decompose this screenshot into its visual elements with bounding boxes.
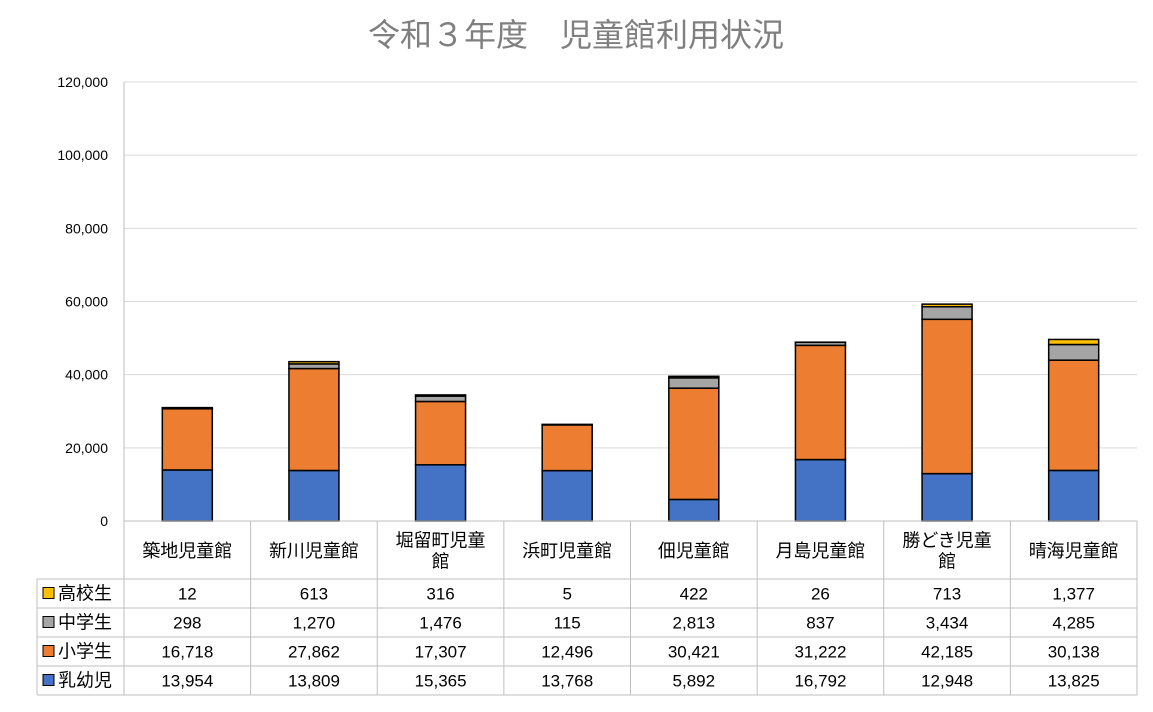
data-label: 115	[554, 614, 581, 633]
bar-segment	[794, 458, 847, 522]
data-label: 31,222	[794, 643, 846, 662]
bar-segment	[414, 394, 467, 397]
data-label: 4,285	[1052, 614, 1095, 633]
data-label: 13,954	[161, 672, 213, 691]
bar-segment	[288, 469, 340, 522]
bar-segment	[668, 377, 720, 389]
data-label: 422	[680, 585, 708, 604]
data-label: 837	[806, 614, 834, 633]
data-label: 30,421	[668, 643, 720, 662]
bar-segment	[1047, 343, 1100, 361]
data-label: 16,792	[794, 672, 846, 691]
bar-segment	[1047, 469, 1100, 522]
bar-segment	[1047, 338, 1100, 346]
category-label: 堀留町児童	[396, 531, 486, 552]
legend-label: 高校生	[58, 584, 112, 605]
data-label: 30,138	[1048, 643, 1100, 662]
data-label: 17,307	[415, 643, 467, 662]
data-label: 12,496	[541, 643, 593, 662]
data-label: 613	[300, 585, 328, 604]
y-tick-label: 20,000	[65, 440, 108, 456]
bar-segment	[414, 400, 467, 466]
data-label: 2,813	[673, 614, 716, 633]
bar-segment	[161, 408, 214, 471]
y-tick-label: 120,000	[57, 74, 108, 90]
category-label: 佃児童館	[658, 541, 730, 562]
legend-label: 小学生	[58, 642, 112, 663]
data-label: 1,476	[419, 614, 462, 633]
data-label: 12,948	[921, 672, 973, 691]
data-label: 13,809	[288, 672, 340, 691]
gridlines	[124, 81, 1137, 449]
data-label: 42,185	[921, 643, 973, 662]
category-label: 勝どき児童	[902, 531, 991, 552]
data-label: 27,862	[288, 643, 340, 662]
data-label: 298	[173, 614, 201, 633]
data-label: 3,434	[926, 614, 969, 633]
bar-segment	[161, 469, 214, 522]
bar-segment	[668, 387, 720, 501]
data-label: 16,718	[161, 643, 213, 662]
data-label: 1,270	[293, 614, 336, 633]
legend-key	[42, 587, 55, 599]
legend-key	[42, 645, 55, 657]
data-label: 26	[811, 585, 830, 604]
legend-key	[42, 674, 55, 686]
legend-label: 中学生	[58, 613, 112, 634]
bar-segment	[668, 498, 720, 522]
y-tick-label: 60,000	[65, 294, 108, 310]
bar-segment	[288, 367, 340, 472]
bar-segment	[541, 469, 593, 522]
bar-segment	[1047, 359, 1100, 472]
bar-segment	[541, 424, 593, 472]
y-tick-label: 100,000	[57, 147, 108, 163]
category-label: 浜町児童館	[522, 541, 612, 562]
legend-label: 乳幼児	[58, 671, 112, 692]
category-label: 新川児童館	[269, 541, 359, 562]
bar-segment	[921, 472, 973, 522]
data-label: 13,768	[541, 672, 593, 691]
category-label: 月島児童館	[775, 541, 865, 562]
chart-title: 令和３年度 児童館利用状況	[368, 16, 784, 54]
data-label: 13,825	[1048, 672, 1100, 691]
data-label: 713	[933, 585, 961, 604]
bar-segment	[794, 344, 847, 461]
data-label: 15,365	[415, 672, 467, 691]
data-label: 1,377	[1052, 585, 1095, 604]
data-label: 12	[178, 585, 197, 604]
bar-segment	[668, 375, 720, 379]
legend-key	[42, 616, 55, 628]
bar-segment	[921, 303, 973, 308]
y-tick-label: 40,000	[65, 367, 108, 383]
category-label: 築地児童館	[142, 541, 232, 562]
y-tick-label: 80,000	[65, 220, 108, 236]
bar-series	[161, 303, 1100, 522]
bar-segment	[288, 360, 340, 365]
y-tick-label: 0	[100, 513, 108, 529]
axes: 0 20,000 40,000 60,000 80,000 100,000 120,000	[57, 74, 125, 529]
data-label: 316	[426, 585, 454, 604]
bar-segment	[921, 318, 973, 475]
category-label: 晴海児童館	[1029, 541, 1119, 562]
bar-segment	[921, 305, 973, 321]
data-label: 5	[562, 585, 571, 604]
bar-segment	[414, 464, 467, 522]
category-label: 館	[938, 552, 956, 573]
bar-segment	[414, 395, 467, 403]
data-label: 5,892	[673, 672, 716, 691]
category-label: 館	[432, 552, 450, 573]
